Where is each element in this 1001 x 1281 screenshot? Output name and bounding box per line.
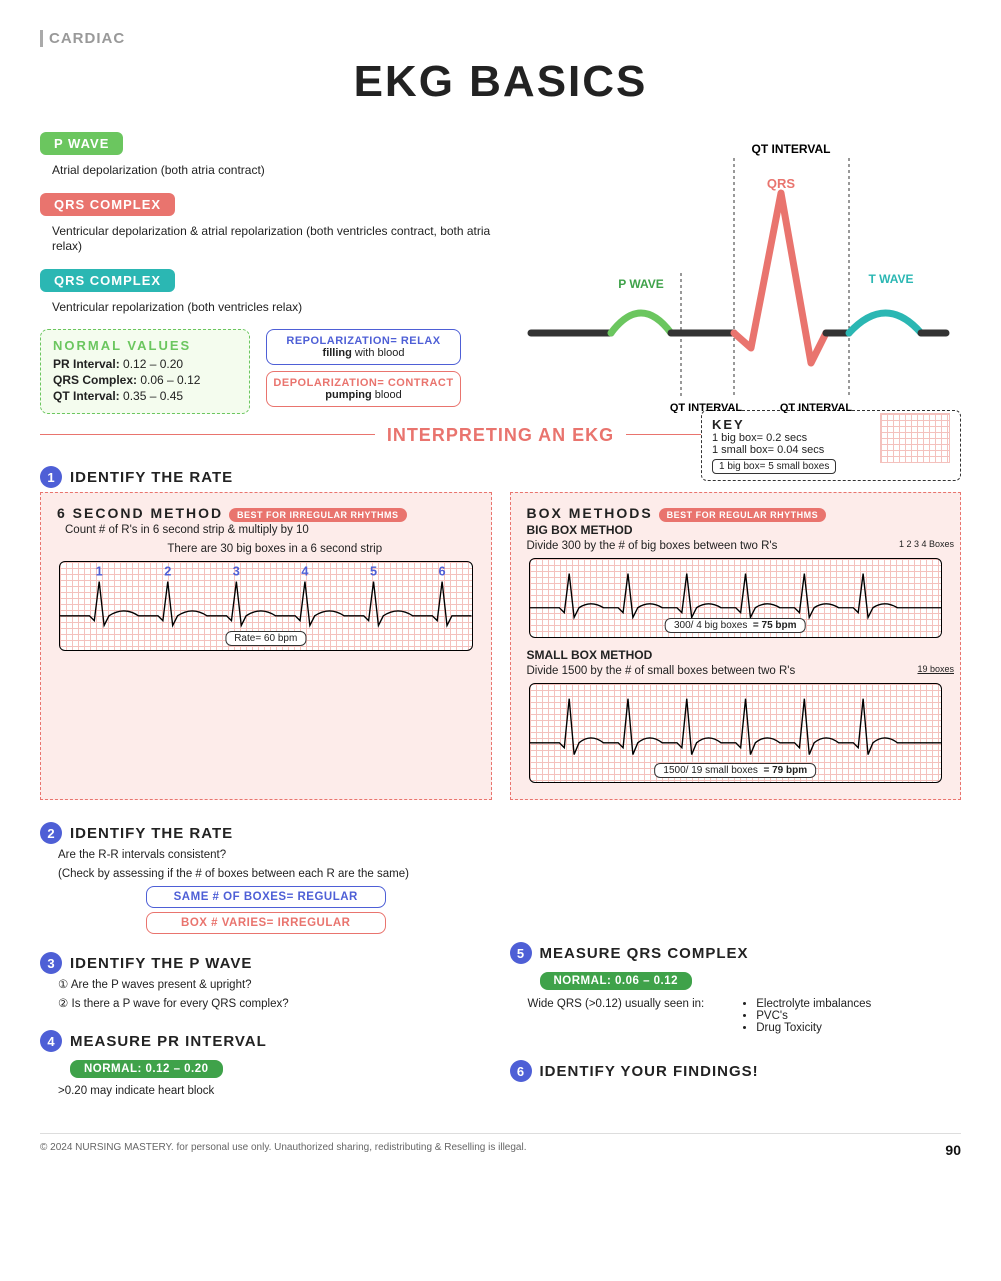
polar-group: REPOLARIZATION= RELAX filling with blood…: [266, 329, 461, 414]
six-title: 6 SECOND METHOD: [57, 505, 223, 521]
six-strip: 1 2 3 4 5 6 Rate= 60 bpm: [59, 561, 473, 651]
step2-q1: Are the R-R intervals consistent?: [58, 848, 492, 863]
key-l3: 1 big box= 5 small boxes: [712, 459, 836, 474]
step2-same: SAME # OF BOXES= REGULAR: [146, 886, 386, 908]
page-title: EKG BASICS: [40, 57, 961, 107]
depol-hl: DEPOLARIZATION= CONTRACT: [273, 377, 454, 389]
step1-title: IDENTIFY THE RATE: [70, 469, 233, 486]
six-caption: There are 30 big boxes in a 6 second str…: [65, 542, 485, 557]
nv-v2: 0.35 – 0.45: [123, 389, 183, 403]
big-rate: 300/ 4 big boxes = 75 bpm: [665, 618, 806, 633]
step4-title: MEASURE PR INTERVAL: [70, 1033, 267, 1050]
ekg-wave-diagram: QT INTERVAL QRS P WAVE T WAVE QT INTERVA…: [511, 132, 962, 414]
small-strip: 1500/ 19 small boxes = 79 bpm: [529, 683, 943, 783]
box-methods-panel: BOX METHODS BEST FOR REGULAR RHYTHMS BIG…: [510, 492, 962, 800]
small-title: SMALL BOX METHOD: [527, 648, 955, 662]
step2-q2: (Check by assessing if the # of boxes be…: [58, 867, 492, 882]
nv-k1: QRS Complex:: [53, 373, 137, 387]
t-pill: QRS COMPLEX: [40, 269, 175, 292]
step5-head: 5 MEASURE QRS COMPLEX: [510, 942, 962, 964]
small-boxes-label: 19 boxes: [917, 664, 954, 676]
step5-note: Wide QRS (>0.12) usually seen in:: [528, 998, 705, 1034]
qrs-pill: QRS COMPLEX: [40, 193, 175, 216]
six-desc: Count # of R's in 6 second strip & multi…: [65, 523, 485, 538]
step3-head: 3 IDENTIFY THE P WAVE: [40, 952, 492, 974]
badge-2: 2: [40, 822, 62, 844]
page-number: 90: [945, 1142, 961, 1158]
box-tag: BEST FOR REGULAR RHYTHMS: [659, 508, 827, 522]
step5-title: MEASURE QRS COMPLEX: [540, 945, 749, 962]
svg-text:1: 1: [96, 564, 103, 579]
step2-title: IDENTIFY THE RATE: [70, 825, 233, 842]
badge-3: 3: [40, 952, 62, 974]
six-second-panel: 6 SECOND METHOD BEST FOR IRREGULAR RHYTH…: [40, 492, 492, 800]
p-label: P WAVE: [618, 277, 664, 291]
step6-head: 6 IDENTIFY YOUR FINDINGS!: [510, 1060, 962, 1082]
qt-label-br: QT INTERVAL: [780, 402, 853, 413]
t-desc: Ventricular repolarization (both ventric…: [52, 300, 491, 316]
box-title: BOX METHODS: [527, 505, 653, 521]
nv-v0: 0.12 – 0.20: [123, 357, 183, 371]
svg-text:5: 5: [370, 564, 377, 579]
step2-head: 2 IDENTIFY THE RATE: [40, 822, 492, 844]
nv-k0: PR Interval:: [53, 357, 120, 371]
badge-6: 6: [510, 1060, 532, 1082]
svg-text:2: 2: [164, 564, 171, 579]
step5-b1: PVC's: [756, 1010, 871, 1022]
p-wave-desc: Atrial depolarization (both atria contra…: [52, 163, 491, 179]
t-label: T WAVE: [868, 272, 913, 286]
step5-normal: NORMAL: 0.06 – 0.12: [540, 972, 693, 990]
step5-bullets: Electrolyte imbalances PVC's Drug Toxici…: [742, 998, 871, 1034]
step4-normal: NORMAL: 0.12 – 0.20: [70, 1060, 223, 1078]
category-label: CARDIAC: [40, 30, 961, 47]
step4-head: 4 MEASURE PR INTERVAL: [40, 1030, 492, 1052]
step4-note: >0.20 may indicate heart block: [58, 1084, 492, 1099]
badge-4: 4: [40, 1030, 62, 1052]
badge-1: 1: [40, 466, 62, 488]
repol-hl: REPOLARIZATION= RELAX: [273, 335, 454, 347]
qrs-desc: Ventricular depolarization & atrial repo…: [52, 224, 491, 255]
step6-title: IDENTIFY YOUR FINDINGS!: [540, 1063, 759, 1080]
nv-k2: QT Interval:: [53, 389, 120, 403]
six-rate: Rate= 60 bpm: [225, 631, 306, 646]
footer-copy: © 2024 NURSING MASTERY. for personal use…: [40, 1142, 527, 1158]
six-tag: BEST FOR IRREGULAR RHYTHMS: [229, 508, 407, 522]
big-strip: 300/ 4 big boxes = 75 bpm: [529, 558, 943, 638]
step3-l2: ② Is there a P wave for every QRS comple…: [58, 997, 492, 1012]
small-rate: 1500/ 19 small boxes = 79 bpm: [654, 763, 816, 778]
normal-values-box: NORMAL VALUES PR Interval: 0.12 – 0.20 Q…: [40, 329, 250, 414]
step5-b2: Drug Toxicity: [756, 1022, 871, 1034]
step1-grid: 6 SECOND METHOD BEST FOR IRREGULAR RHYTH…: [40, 492, 961, 800]
svg-text:3: 3: [233, 564, 240, 579]
big-title: BIG BOX METHOD: [527, 523, 955, 537]
section-title: INTERPRETING AN EKG: [375, 425, 626, 445]
step5-b0: Electrolyte imbalances: [756, 998, 871, 1010]
step3-title: IDENTIFY THE P WAVE: [70, 955, 252, 972]
svg-text:6: 6: [439, 564, 446, 579]
qt-label-top: QT INTERVAL: [751, 142, 830, 156]
steps-grid: 2 IDENTIFY THE RATE Are the R-R interval…: [40, 818, 961, 1103]
depol-box: DEPOLARIZATION= CONTRACT pumping blood: [266, 371, 461, 407]
nv-v1: 0.06 – 0.12: [140, 373, 200, 387]
right-steps: 5 MEASURE QRS COMPLEX NORMAL: 0.06 – 0.1…: [510, 818, 962, 1103]
step3-l1: ① Are the P waves present & upright?: [58, 978, 492, 993]
big-desc: Divide 300 by the # of big boxes between…: [527, 540, 778, 552]
waves-column: P WAVE Atrial depolarization (both atria…: [40, 132, 491, 414]
p-wave-pill: P WAVE: [40, 132, 123, 155]
top-section: P WAVE Atrial depolarization (both atria…: [40, 132, 961, 414]
repol-box: REPOLARIZATION= RELAX filling with blood: [266, 329, 461, 365]
nv-title: NORMAL VALUES: [53, 338, 237, 353]
qrs-label: QRS: [767, 176, 796, 191]
svg-text:4: 4: [301, 564, 308, 579]
big-boxes-label: 1 2 3 4 Boxes: [899, 539, 954, 551]
qt-label-bl: QT INTERVAL: [670, 402, 743, 413]
step2-varies: BOX # VARIES= IRREGULAR: [146, 912, 386, 934]
footer: © 2024 NURSING MASTERY. for personal use…: [40, 1133, 961, 1158]
left-steps: 2 IDENTIFY THE RATE Are the R-R interval…: [40, 818, 492, 1103]
step1-head: 1 IDENTIFY THE RATE: [40, 466, 701, 488]
small-desc: Divide 1500 by the # of small boxes betw…: [527, 665, 796, 677]
badge-5: 5: [510, 942, 532, 964]
